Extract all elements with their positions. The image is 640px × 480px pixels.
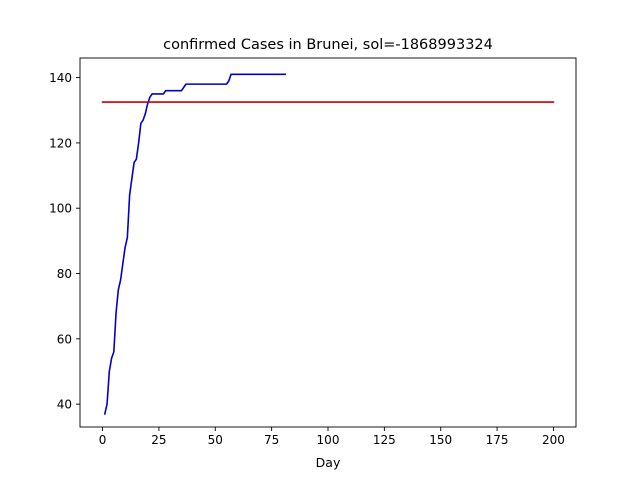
- series-line-0: [103, 73, 286, 415]
- x-axis-label: Day: [316, 455, 341, 470]
- x-tick-label: 0: [99, 433, 107, 447]
- x-tick-label: 50: [208, 433, 223, 447]
- x-tick-label: 25: [151, 433, 166, 447]
- y-tick-label: 60: [57, 332, 72, 346]
- chart-title: confirmed Cases in Brunei, sol=-18689933…: [163, 37, 493, 53]
- series-group: [101, 73, 555, 415]
- x-tick-label: 200: [542, 433, 565, 447]
- x-tick-label: 175: [486, 433, 509, 447]
- x-tick-label: 150: [429, 433, 452, 447]
- y-tick-label: 140: [49, 71, 72, 85]
- y-tick-label: 80: [57, 267, 72, 281]
- plot-background: [80, 58, 576, 427]
- plot-area: [80, 58, 576, 427]
- y-tick-label: 100: [49, 202, 72, 216]
- x-tick-label: 100: [317, 433, 340, 447]
- x-tick-label: 125: [373, 433, 396, 447]
- axes-group: 0 25 50 75 100 125 150 175 200 40 60 80 100 120 140: [49, 57, 577, 447]
- y-tick-label: 120: [49, 136, 72, 150]
- x-tick-label: 75: [264, 433, 279, 447]
- y-tick-label: 40: [57, 398, 72, 412]
